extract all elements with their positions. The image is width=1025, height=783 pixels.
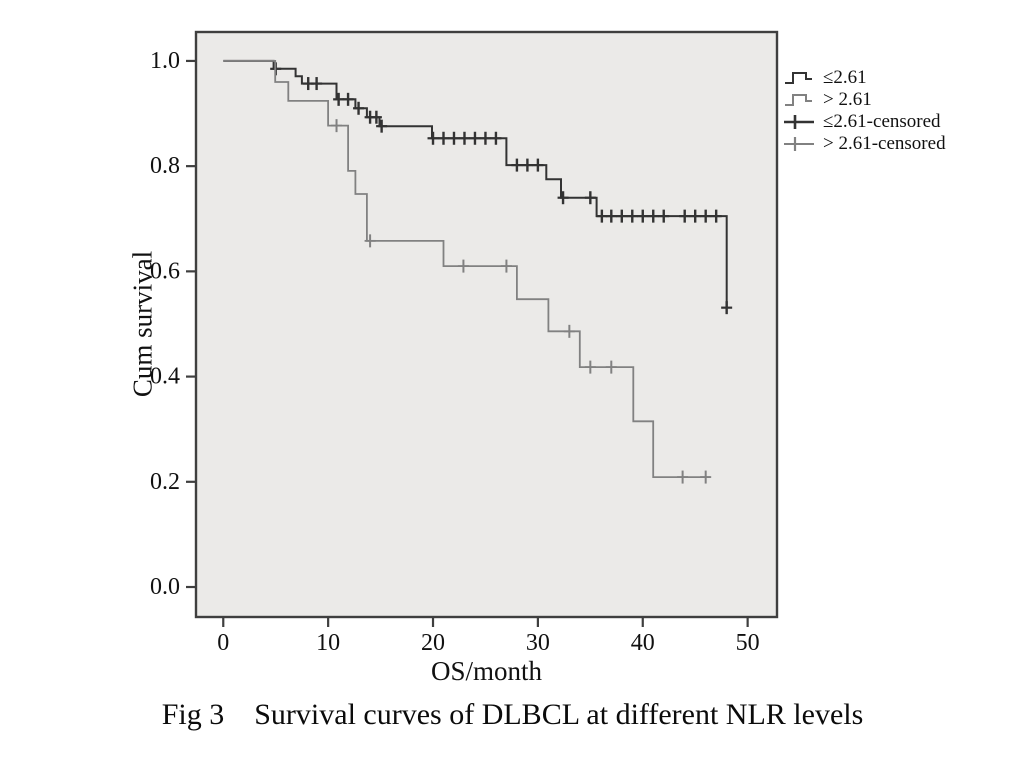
legend-item-label: ≤2.61 <box>823 67 867 88</box>
legend-item-le261: ≤2.61 <box>784 67 946 89</box>
caption-prefix: Fig 3 <box>161 698 225 731</box>
y-tick-label-4: 0.2 <box>150 469 180 495</box>
x-tick-label-0: 0 <box>217 630 229 656</box>
y-tick-label-2: 0.6 <box>150 258 180 284</box>
y-tick-label-0: 1.0 <box>150 48 180 74</box>
x-tick-label-4: 40 <box>631 630 655 656</box>
chart-legend: ≤2.61 > 2.61 ≤2.61-censored > 2.61-censo… <box>784 67 946 155</box>
legend-item-label: ≤2.61-censored <box>823 111 941 132</box>
y-tick-label-1: 0.8 <box>150 153 180 179</box>
step-line-icon <box>785 94 812 106</box>
x-tick-label-1: 10 <box>316 630 340 656</box>
plot-area <box>194 30 779 619</box>
legend-item-gt261: > 2.61 <box>784 89 946 111</box>
y-axis-title: Cum survival <box>127 250 158 398</box>
censored-plus-icon <box>784 137 814 151</box>
x-tick-label-5: 50 <box>736 630 760 656</box>
y-tick-label-5: 0.0 <box>150 574 180 600</box>
km-curve-1 <box>223 60 710 478</box>
censored-plus-icon <box>784 115 814 129</box>
y-tick-label-3: 0.4 <box>150 364 180 390</box>
x-axis-title: OS/month <box>430 656 543 686</box>
legend-item-le261-censored: ≤2.61-censored <box>784 111 946 133</box>
legend-item-label: > 2.61-censored <box>823 133 946 154</box>
step-line-icon <box>785 72 812 84</box>
figure-caption: Fig 3 Survival curves of DLBCL at differe… <box>0 698 1025 732</box>
x-tick-label-2: 20 <box>421 630 445 656</box>
legend-item-label: > 2.61 <box>823 89 872 110</box>
legend-item-gt261-censored: > 2.61-censored <box>784 133 946 155</box>
caption-text: Survival curves of DLBCL at different NL… <box>254 698 864 731</box>
x-tick-label-3: 30 <box>526 630 550 656</box>
